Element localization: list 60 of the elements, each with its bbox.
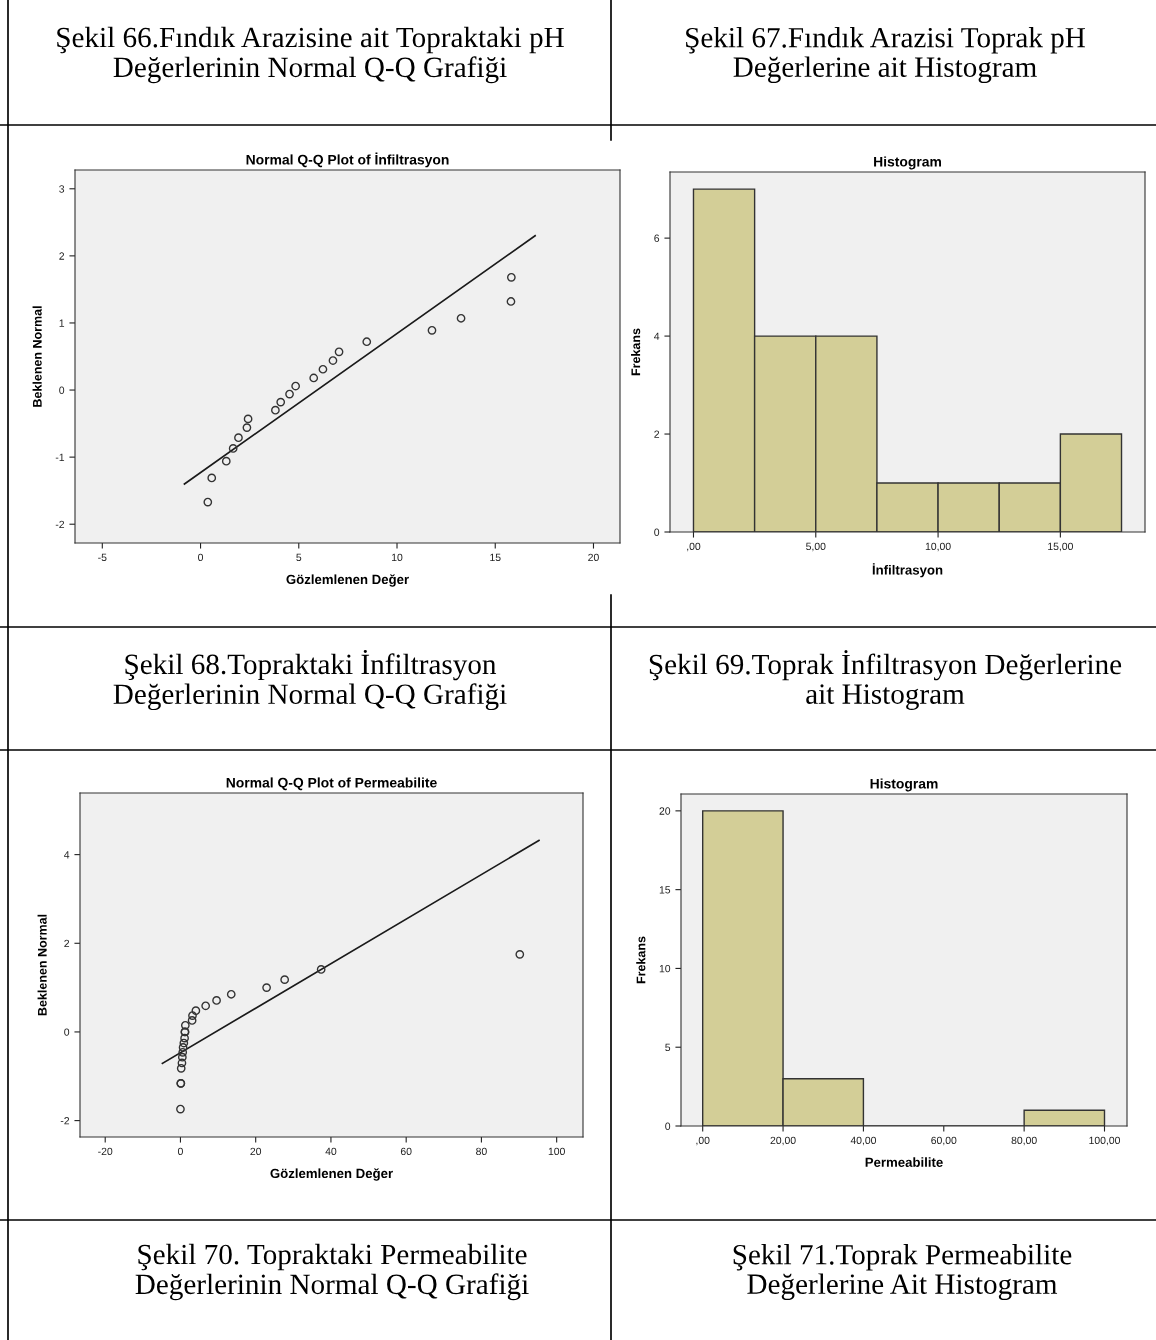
x-tick-label: 20 (588, 553, 599, 562)
y-tick-label: 0 (59, 386, 65, 394)
x-tick-label: 10 (392, 553, 403, 562)
y-tick-label: 6 (654, 234, 660, 242)
y-tick-label: 2 (654, 430, 660, 438)
y-tick-label: -2 (55, 520, 65, 528)
x-tick-label: 10,00 (925, 542, 951, 552)
chart-title: Normal Q-Q Plot of İnfiltrasyon (246, 152, 449, 168)
x-tick-label: ,00 (687, 542, 701, 552)
text: Şekil 66.Fındık Arazisine ait Topraktaki pH Değerlerinin Normal Q-Q Grafiği (57, 26, 564, 84)
x-tick-label: 5,00 (806, 542, 826, 552)
x-tick-label: 80 (476, 1147, 487, 1156)
x-tick-label: 0 (177, 1147, 183, 1156)
y-tick-label: 1 (59, 319, 65, 327)
x-tick-label: 5 (296, 553, 302, 562)
x-axis-title: Gözlemlenen Değer (286, 574, 409, 587)
y-tick-label: 5 (665, 1043, 671, 1052)
y-tick-label: 2 (59, 252, 65, 260)
x-tick-label: 60,00 (931, 1136, 957, 1146)
x-tick-label: 100 (548, 1147, 565, 1156)
chart-title: Normal Q-Q Plot of Permeabilite (226, 777, 437, 791)
x-axis-title: Gözlemlenen Değer (270, 1168, 393, 1181)
y-axis-title: Frekans (636, 936, 646, 984)
text: Şekil 71.Toprak Permeabilite Değerlerine Ait Histogram (733, 1243, 1072, 1301)
text: Şekil 67.Fındık Arazisi Toprak pH Değerlerine ait Histogram (686, 26, 1085, 84)
x-tick-label: 15,00 (1048, 542, 1073, 552)
y-tick-label: 0 (665, 1122, 671, 1130)
x-tick-label: 100,00 (1089, 1136, 1121, 1146)
y-axis-title: Frekans (631, 328, 641, 376)
x-tick-label: -5 (98, 553, 107, 562)
y-tick-label: -2 (60, 1117, 70, 1125)
chart-title: Histogram (874, 156, 941, 170)
text: Şekil 69.Toprak İnfiltrasyon Değerlerine ait Histogram (649, 650, 1122, 710)
y-tick-label: -1 (55, 453, 65, 461)
y-axis-title: Beklenen Normal (37, 914, 47, 1016)
y-tick-label: 20 (659, 807, 671, 815)
y-tick-label: 2 (64, 939, 70, 948)
x-tick-label: 80,00 (1011, 1136, 1037, 1146)
x-tick-label: 60 (400, 1147, 412, 1156)
x-tick-label: -20 (98, 1147, 113, 1156)
y-tick-label: 10 (659, 964, 671, 973)
text: Şekil 70. Topraktaki Permeabilite Değerlerinin Normal Q-Q Grafiği (135, 1243, 529, 1301)
y-tick-label: 0 (654, 528, 660, 536)
x-tick-label: 0 (198, 553, 204, 562)
x-axis-title: Permeabilite (865, 1157, 943, 1167)
x-axis-title: İnfiltrasyon (872, 563, 943, 578)
y-tick-label: 15 (659, 886, 671, 894)
x-tick-label: 40 (325, 1147, 337, 1156)
y-tick-label: 4 (654, 332, 660, 340)
x-tick-label: ,00 (696, 1136, 710, 1146)
x-tick-label: 15 (490, 553, 501, 562)
y-tick-label: 4 (64, 851, 70, 859)
x-tick-label: 40,00 (850, 1136, 877, 1146)
text: Şekil 68.Topraktaki İnfiltrasyon Değerlerinin Normal Q-Q Grafiği (113, 649, 507, 711)
x-tick-label: 20 (250, 1147, 262, 1156)
y-axis-title: Beklenen Normal (32, 306, 42, 407)
chart-title: Histogram (870, 778, 938, 792)
y-tick-label: 0 (64, 1028, 70, 1036)
x-tick-label: 20,00 (770, 1136, 796, 1146)
y-tick-label: 3 (59, 185, 65, 193)
